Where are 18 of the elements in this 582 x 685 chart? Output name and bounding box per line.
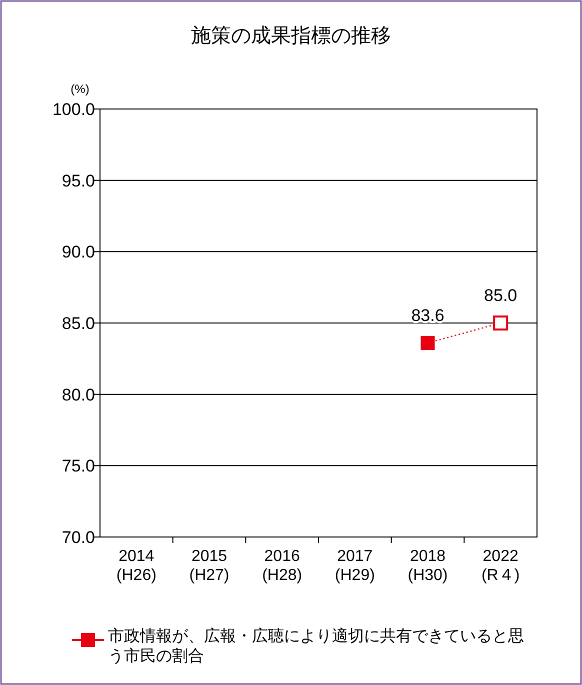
legend: 市政情報が、広報・広聴により適切に共有できていると思う市民の割合 [72,628,524,665]
x-tick-label: 2015 (H27) [189,548,230,584]
x-tick-label: 2016 (H28) [262,548,302,584]
x-tick-label: 2022 (R４) [481,548,520,584]
y-tick-label: 80.0 [62,385,95,404]
x-tick-label: 2018 (H30) [408,548,448,584]
x-tick-label: 2014 (H26) [116,548,156,584]
y-tick-label: 95.0 [62,171,95,190]
text: 83.6 [411,306,444,325]
x-tick-label: 2017 (H29) [334,548,375,584]
y-tick-label: 75.0 [62,456,95,476]
y-tick-label: 85.0 [62,314,95,333]
text: 85.0 [484,286,518,305]
y-tick-label: 70.0 [62,528,95,547]
chart-title: 施策の成果指標の推移 [191,25,391,47]
y-tick-label: 100.0 [52,100,95,119]
y-axis-title: (%) [70,82,90,96]
y-tick-label: 90.0 [62,242,95,262]
